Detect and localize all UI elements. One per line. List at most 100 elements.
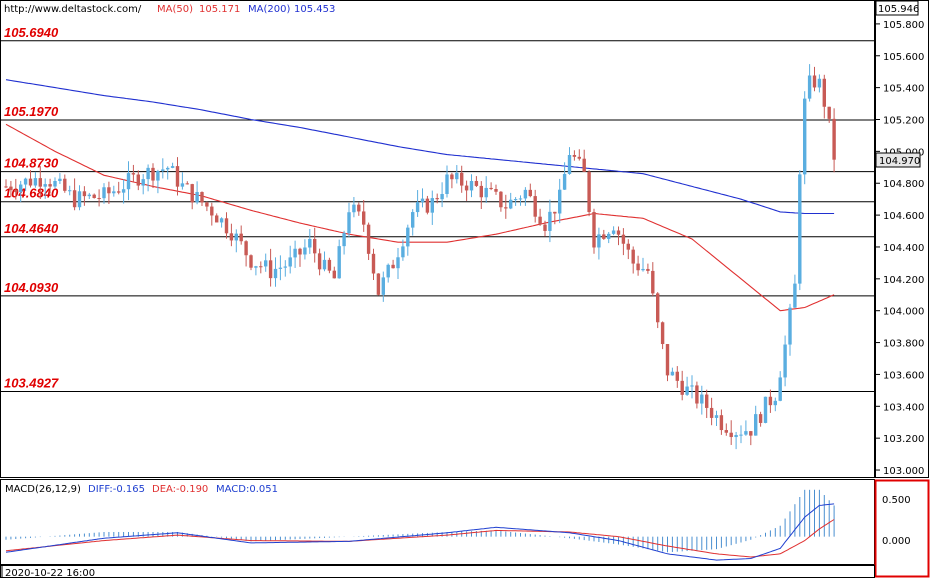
candle-body [489,187,493,190]
candle-body [190,184,194,203]
candle-body [484,187,488,198]
candle-body [219,218,224,223]
candle-body [420,198,425,203]
candle-body [724,430,728,433]
candle-body [411,212,415,228]
y-tick-label: 103.600 [883,370,924,381]
candle-body [543,224,547,231]
candle-body [43,184,47,187]
candle-body [592,212,596,248]
candle-body [23,178,28,185]
y-tick-label: 105.400 [883,84,924,95]
candle-body [77,191,82,208]
candle-body [4,186,8,188]
y-tick-label: 103.400 [883,402,924,413]
y-tick-label: 104.000 [883,307,924,318]
candle-body [567,155,572,174]
candle-body [734,435,738,438]
candle-body [170,166,175,168]
candle-body [156,170,160,181]
candle-body [469,180,474,191]
candle-body [504,207,508,209]
candle-body [141,179,145,186]
candle-body [347,212,351,234]
candle-body [464,185,469,191]
candle-body [460,172,464,186]
candle-body [744,431,748,435]
candle-body [572,155,577,157]
candle-body [396,257,400,269]
candle-body [445,174,449,194]
ma50-value: 105.171 [199,4,240,15]
macd-panel-frame [0,479,875,565]
candle-body [283,266,287,268]
candle-body [317,253,322,270]
candle-body [474,180,479,186]
candle-body [268,260,273,279]
candle-body [817,78,822,88]
candle-body [729,432,733,438]
candle-body [342,233,346,247]
level-label: 104.0930 [4,280,59,295]
candle-body [161,169,165,171]
candle-body [415,202,420,213]
candle-body [117,191,121,193]
candle-body [641,268,645,271]
candle-body [210,206,214,216]
macd-diff-line [5,503,835,561]
candle-body [126,173,131,190]
candle-body [714,415,719,418]
candle-body [523,189,528,199]
candle-body [239,233,243,242]
candle-body [112,191,116,194]
candle-body [783,344,787,378]
candle-body [131,173,136,175]
candle-body [533,196,537,217]
macd-tick-1: 0.000 [882,536,911,547]
candle-body [435,198,439,200]
candle-body [366,224,371,254]
candle-body [244,241,248,256]
candle-body [322,259,327,270]
candle-body [249,255,253,268]
candle-body [303,247,307,255]
candle-body [675,371,679,381]
candle-body [616,230,621,235]
candle-body [391,264,395,269]
candle-body [386,264,390,278]
candle-body [121,189,126,193]
candle-body [82,191,87,197]
candle-body [264,260,268,267]
candle-body [832,118,836,160]
candle-body [180,183,185,187]
candle-body [602,234,606,239]
macd-axis-frame [874,479,930,578]
candle-body [406,227,410,247]
candle-body [33,178,38,186]
candle-body [700,394,704,404]
candle-body [63,178,67,191]
candle-body [822,78,826,107]
candle-body [313,238,317,254]
candle-body [200,192,204,203]
candle-body [803,98,807,175]
candle-body [215,215,219,223]
current-price-box [875,152,921,168]
candle-body [48,184,52,187]
macd-diff: DIFF:-0.165 [88,484,145,495]
ma50-label: MA(50) [157,4,193,15]
price-axis-frame [875,0,929,478]
candle-body [626,243,630,250]
y-tick-label: 104.600 [883,211,924,222]
candle-body [739,434,743,436]
candle-body [97,197,101,199]
candle-body [234,233,238,241]
macd-value: MACD:0.051 [216,484,278,495]
candle-body [455,172,459,180]
candle-body [577,156,581,159]
candle-body [293,248,297,258]
candle-body [166,167,170,170]
candle-body [72,190,77,208]
candle-body [509,199,513,209]
candle-body [401,246,405,258]
